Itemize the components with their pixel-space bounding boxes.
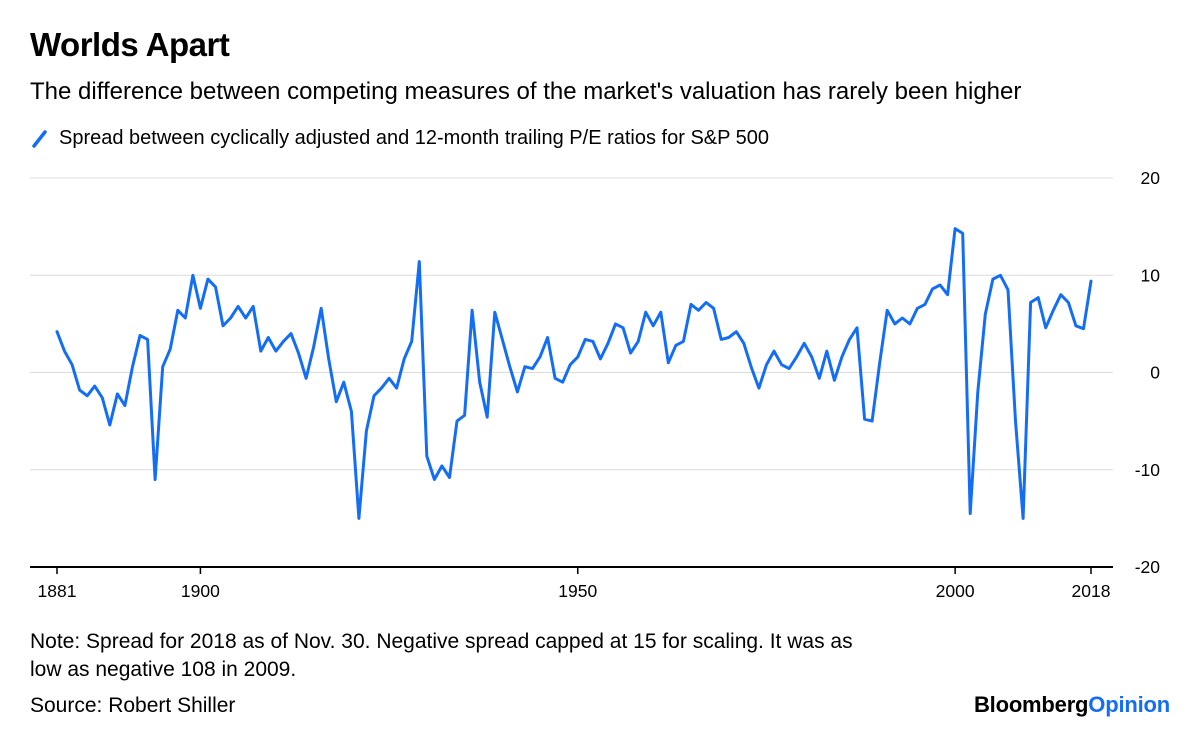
page-title: Worlds Apart bbox=[30, 26, 230, 63]
x-tick-label: 1950 bbox=[558, 581, 597, 601]
spread-line bbox=[55, 227, 1093, 521]
chart-subtitle: The difference between competing measure… bbox=[30, 77, 1022, 105]
y-tick-label: 0 bbox=[1150, 363, 1160, 383]
x-tick-label: 1881 bbox=[38, 581, 77, 601]
x-tick-label: 2018 bbox=[1072, 581, 1111, 601]
spread-line-chart: 20 10 0 -10 -20 1881 1900 1950 2000 2018 bbox=[30, 168, 1161, 601]
x-tick-label: 1900 bbox=[181, 581, 220, 601]
source-credit: Source: Robert Shiller bbox=[30, 694, 236, 718]
footer-row: Source: Robert Shiller BloombergOpinion bbox=[30, 692, 1170, 718]
bloomberg-opinion-logo: BloombergOpinion bbox=[974, 692, 1170, 718]
note-line-2: low as negative 108 in 2009. bbox=[30, 658, 297, 682]
y-tick-label: -10 bbox=[1135, 460, 1161, 480]
note-line-1: Note: Spread for 2018 as of Nov. 30. Neg… bbox=[30, 630, 853, 654]
legend-label: Spread between cyclically adjusted and 1… bbox=[59, 127, 770, 150]
chart-legend: Spread between cyclically adjusted and 1… bbox=[30, 127, 1170, 150]
y-tick-label: 20 bbox=[1141, 168, 1161, 188]
logo-opinion: Opinion bbox=[1088, 692, 1170, 718]
chart-note: Note: Spread for 2018 as of Nov. 30. Neg… bbox=[30, 628, 1170, 684]
y-tick-label: -20 bbox=[1135, 557, 1161, 577]
logo-bloomberg: Bloomberg bbox=[973, 692, 1089, 718]
y-tick-label: 10 bbox=[1141, 265, 1161, 285]
x-tick-label: 2000 bbox=[936, 581, 975, 601]
line-series-marker-icon bbox=[30, 129, 50, 149]
